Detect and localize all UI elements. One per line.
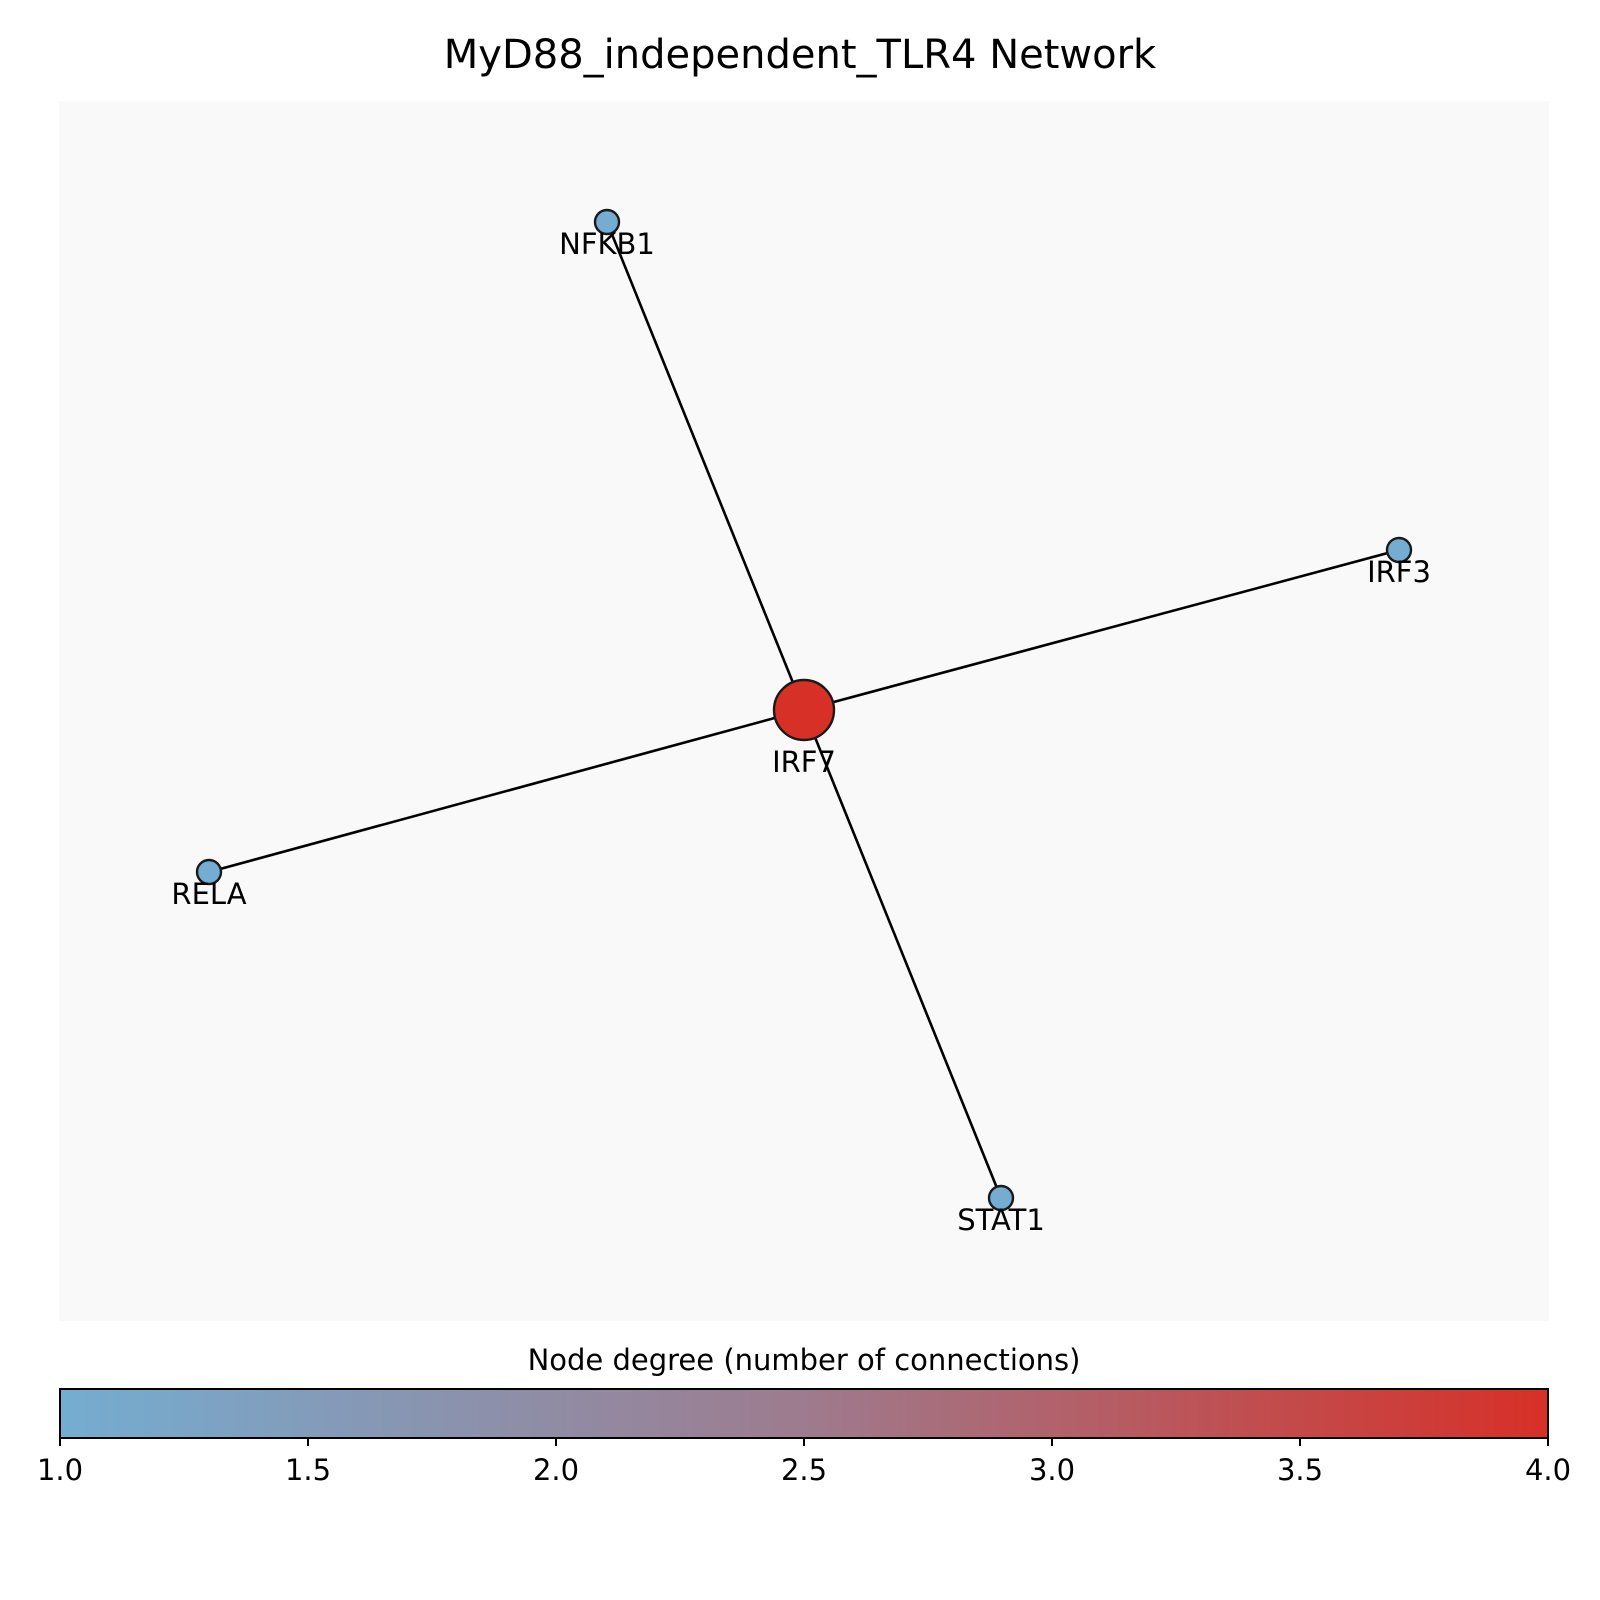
colorbar-tick-label: 1.0 <box>37 1453 83 1487</box>
colorbar-tick-label: 3.5 <box>1277 1453 1323 1487</box>
node-label-nfkb1: NFKB1 <box>559 227 655 261</box>
node-label-stat1: STAT1 <box>957 1203 1045 1237</box>
colorbar <box>59 1388 1549 1439</box>
node-label-irf3: IRF3 <box>1367 555 1431 589</box>
colorbar-ticks: 1.0 1.5 2.0 2.5 3.0 3.5 4.0 <box>37 1438 1571 1487</box>
edge-irf7-stat1 <box>802 709 1003 1199</box>
colorbar-tick-label: 4.0 <box>1525 1453 1571 1487</box>
figure-title: MyD88_independent_TLR4 Network <box>444 32 1157 78</box>
nodes-layer <box>195 208 1413 1212</box>
colorbar-tick-label: 2.5 <box>781 1453 827 1487</box>
node-nfkb1[interactable] <box>593 208 621 236</box>
node-rela[interactable] <box>195 858 223 886</box>
edge-irf7-irf3 <box>803 548 1400 712</box>
colorbar-tick-label: 1.5 <box>285 1453 331 1487</box>
node-label-rela: RELA <box>171 877 246 911</box>
edges-layer <box>208 221 1400 1199</box>
node-label-irf7: IRF7 <box>772 745 836 779</box>
edge-irf7-nfkb1 <box>605 221 806 711</box>
colorbar-tick-label: 3.0 <box>1029 1453 1075 1487</box>
node-irf7[interactable] <box>772 678 836 742</box>
node-labels-layer: IRF7 NFKB1 IRF3 RELA STAT1 <box>171 227 1430 1237</box>
node-irf3[interactable] <box>1385 536 1413 564</box>
colorbar-tick-label: 2.0 <box>533 1453 579 1487</box>
colorbar-label: Node degree (number of connections) <box>528 1343 1081 1377</box>
edge-irf7-rela <box>208 708 805 874</box>
node-stat1[interactable] <box>987 1184 1015 1212</box>
